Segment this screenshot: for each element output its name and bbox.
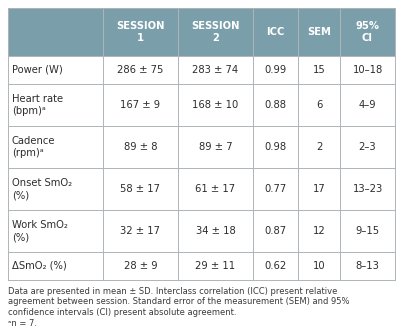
Text: 28 ± 9: 28 ± 9 — [124, 261, 157, 271]
Text: Data are presented in mean ± SD. Interclass correlation (ICC) present relative: Data are presented in mean ± SD. Intercl… — [8, 287, 337, 296]
Text: ICC: ICC — [266, 27, 285, 37]
Text: 89 ± 7: 89 ± 7 — [199, 142, 232, 152]
Text: 8–13: 8–13 — [356, 261, 380, 271]
Text: Power (W): Power (W) — [12, 65, 63, 75]
Bar — [8, 8, 395, 56]
Text: 95%
CI: 95% CI — [356, 21, 380, 43]
Text: 0.87: 0.87 — [264, 226, 286, 236]
Text: confidence intervals (CI) present absolute agreement.: confidence intervals (CI) present absolu… — [8, 308, 236, 317]
Text: SEM: SEM — [307, 27, 331, 37]
Bar — [8, 168, 395, 210]
Text: ΔSmO₂ (%): ΔSmO₂ (%) — [12, 261, 67, 271]
Text: 0.99: 0.99 — [264, 65, 287, 75]
Text: 0.98: 0.98 — [264, 142, 286, 152]
Text: 10: 10 — [313, 261, 325, 271]
Text: 15: 15 — [313, 65, 325, 75]
Text: 168 ± 10: 168 ± 10 — [192, 100, 239, 110]
Text: agreement between session. Standard error of the measurement (SEM) and 95%: agreement between session. Standard erro… — [8, 298, 350, 307]
Text: 58 ± 17: 58 ± 17 — [120, 184, 160, 194]
Bar — [8, 252, 395, 280]
Text: 12: 12 — [313, 226, 325, 236]
Text: Heart rate
(bpm)ᵃ: Heart rate (bpm)ᵃ — [12, 94, 63, 116]
Text: ᵃn = 7.: ᵃn = 7. — [8, 318, 37, 327]
Text: 9–15: 9–15 — [356, 226, 380, 236]
Text: 13–23: 13–23 — [352, 184, 383, 194]
Text: 10–18: 10–18 — [352, 65, 383, 75]
Text: 2: 2 — [316, 142, 322, 152]
Text: 6: 6 — [316, 100, 322, 110]
Text: 0.62: 0.62 — [264, 261, 287, 271]
Text: 89 ± 8: 89 ± 8 — [124, 142, 157, 152]
Text: 61 ± 17: 61 ± 17 — [196, 184, 236, 194]
Text: 167 ± 9: 167 ± 9 — [120, 100, 160, 110]
Bar — [8, 210, 395, 252]
Text: Onset SmO₂
(%): Onset SmO₂ (%) — [12, 178, 72, 200]
Bar — [8, 56, 395, 84]
Text: SESSION
2: SESSION 2 — [191, 21, 240, 43]
Text: 2–3: 2–3 — [359, 142, 376, 152]
Text: 34 ± 18: 34 ± 18 — [196, 226, 235, 236]
Bar — [8, 84, 395, 126]
Text: 286 ± 75: 286 ± 75 — [117, 65, 164, 75]
Text: 29 ± 11: 29 ± 11 — [196, 261, 236, 271]
Text: Cadence
(rpm)ᵃ: Cadence (rpm)ᵃ — [12, 136, 56, 158]
Bar — [8, 126, 395, 168]
Text: 283 ± 74: 283 ± 74 — [192, 65, 238, 75]
Text: 0.88: 0.88 — [264, 100, 286, 110]
Text: 17: 17 — [313, 184, 325, 194]
Text: Work SmO₂
(%): Work SmO₂ (%) — [12, 220, 68, 242]
Text: 32 ± 17: 32 ± 17 — [120, 226, 160, 236]
Text: SESSION
1: SESSION 1 — [116, 21, 165, 43]
Text: 0.77: 0.77 — [264, 184, 287, 194]
Text: 4–9: 4–9 — [359, 100, 376, 110]
